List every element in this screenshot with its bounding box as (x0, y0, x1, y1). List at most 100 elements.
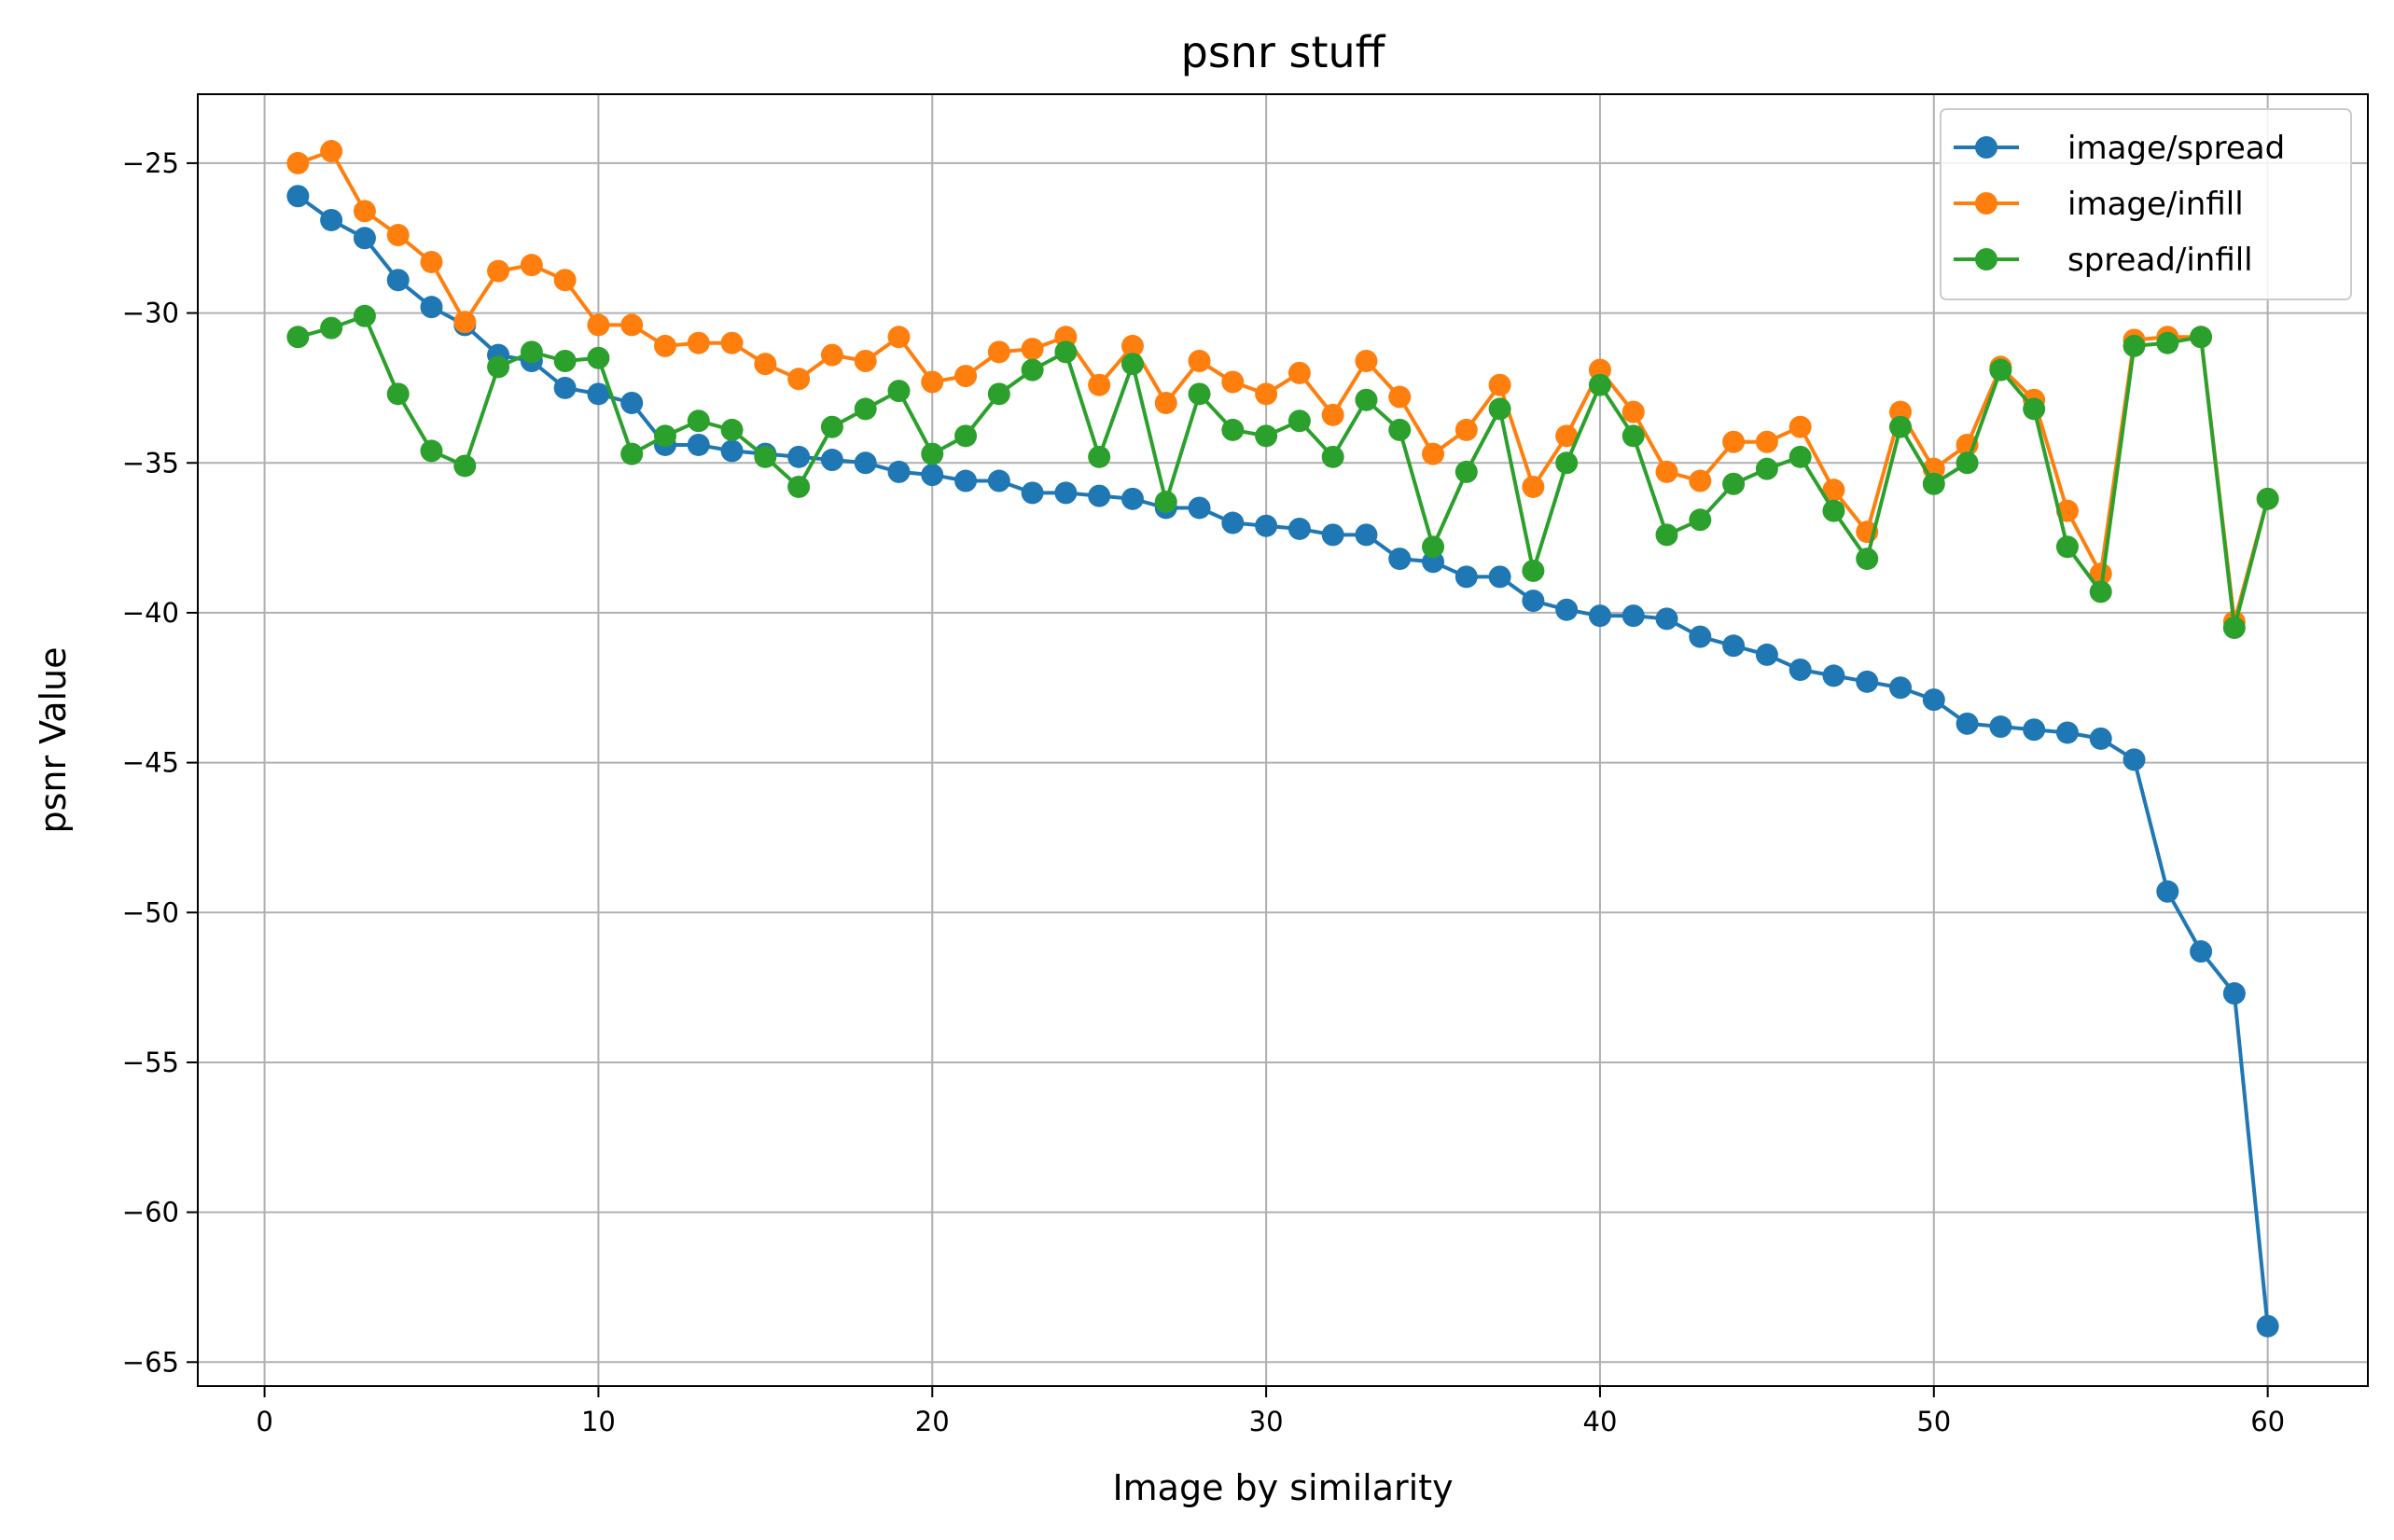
legend-item-spread-infill: spread/infill (1954, 242, 2253, 279)
data-point-image-spread (1822, 664, 1845, 687)
data-point-image-spread (887, 460, 911, 483)
data-point-image-infill (520, 254, 543, 277)
data-point-image-infill (587, 313, 610, 337)
data-point-spread-infill (587, 346, 610, 369)
data-point-image-spread (2222, 982, 2246, 1006)
y-tick-label: −45 (122, 747, 179, 779)
legend-item-image-spread: image/spread (1954, 130, 2285, 167)
data-point-image-spread (1722, 634, 1746, 658)
data-point-image-spread (787, 445, 811, 468)
data-point-spread-infill (787, 475, 811, 498)
data-point-spread-infill (1154, 491, 1177, 514)
data-point-spread-infill (1922, 472, 1945, 495)
data-point-image-spread (420, 296, 443, 319)
data-point-image-spread (1989, 715, 2012, 739)
data-point-image-infill (1622, 400, 1645, 423)
data-point-image-spread (286, 185, 310, 208)
data-point-image-spread (1454, 565, 1478, 589)
y-tick-label: −65 (122, 1346, 179, 1378)
data-point-spread-infill (1221, 418, 1245, 441)
data-point-image-infill (1388, 385, 1412, 409)
data-point-spread-infill (1522, 559, 1545, 582)
data-point-image-infill (353, 200, 376, 223)
data-point-image-spread (2123, 748, 2146, 771)
data-point-spread-infill (1255, 424, 1278, 448)
data-point-spread-infill (653, 424, 676, 448)
data-point-image-spread (1922, 688, 1945, 712)
data-point-spread-infill (1588, 373, 1611, 396)
data-point-image-infill (1021, 338, 1044, 361)
data-point-image-spread (1856, 670, 1879, 693)
data-point-spread-infill (553, 349, 577, 372)
data-point-image-spread (386, 269, 410, 292)
data-point-spread-infill (1321, 445, 1344, 468)
data-point-image-infill (954, 365, 978, 388)
data-point-spread-infill (2089, 580, 2112, 604)
data-point-image-spread (1522, 590, 1545, 613)
data-point-spread-infill (353, 304, 376, 327)
legend: image/spread image/infill spread/infill (1940, 108, 2352, 300)
data-point-image-spread (2089, 727, 2112, 750)
data-point-spread-infill (1120, 353, 1144, 376)
data-point-image-infill (420, 250, 443, 273)
data-point-image-spread (1622, 604, 1645, 628)
data-point-image-infill (1422, 442, 1445, 465)
data-point-image-infill (487, 259, 510, 283)
data-point-spread-infill (687, 409, 710, 433)
data-point-image-spread (1021, 481, 1044, 505)
data-point-spread-infill (820, 415, 843, 438)
data-point-image-infill (286, 151, 310, 174)
data-point-image-spread (353, 227, 376, 250)
data-point-image-infill (754, 353, 777, 376)
data-point-spread-infill (1622, 424, 1645, 448)
data-point-spread-infill (1488, 397, 1511, 421)
data-point-spread-infill (754, 445, 777, 468)
legend-box (1940, 108, 2352, 300)
data-point-image-spread (1188, 496, 1211, 520)
data-point-image-infill (386, 224, 410, 247)
data-point-image-infill (787, 368, 811, 391)
data-point-spread-infill (1856, 548, 1879, 571)
data-point-image-infill (1822, 479, 1845, 502)
y-tick-label: −25 (122, 147, 179, 179)
data-point-spread-infill (854, 397, 877, 421)
data-point-image-infill (687, 331, 710, 354)
data-point-image-spread (1388, 548, 1412, 571)
data-point-image-infill (453, 311, 477, 334)
data-point-image-spread (1088, 484, 1111, 507)
y-axis-label: psnr Value (33, 646, 74, 833)
data-point-spread-infill (1956, 451, 1979, 475)
x-tick-label: 10 (581, 1406, 616, 1437)
data-point-image-infill (1522, 475, 1545, 498)
data-point-spread-infill (1422, 535, 1445, 559)
legend-label: image/spread (2067, 130, 2285, 167)
data-point-spread-infill (1054, 340, 1078, 364)
data-point-spread-infill (1689, 508, 1712, 532)
data-point-spread-infill (720, 418, 744, 441)
data-point-image-infill (887, 326, 911, 349)
data-point-spread-infill (1755, 457, 1778, 480)
data-point-image-spread (1355, 523, 1378, 547)
y-tick-label: −55 (122, 1047, 179, 1078)
data-point-image-spread (587, 382, 610, 406)
y-tick-label: −30 (122, 298, 179, 329)
ticks: 0 10 20 30 40 50 60 −25 −30 −35 −40 −45 −50 −55 −60 −65 (122, 147, 2285, 1437)
legend-swatch-marker (1975, 136, 1997, 159)
data-point-spread-infill (1655, 523, 1678, 547)
x-axis-label: Image by similarity (1112, 1467, 1453, 1508)
data-point-image-infill (653, 334, 676, 357)
data-point-image-infill (2089, 562, 2112, 586)
data-point-image-spread (1889, 676, 1913, 700)
data-point-spread-infill (2123, 334, 2146, 357)
data-point-spread-infill (320, 316, 343, 340)
data-point-image-spread (921, 464, 944, 487)
data-point-image-spread (820, 449, 843, 472)
data-point-image-spread (2256, 1314, 2279, 1338)
data-point-spread-infill (2222, 616, 2246, 639)
data-point-image-infill (1488, 373, 1511, 396)
grid (198, 94, 2368, 1386)
data-point-spread-infill (1355, 388, 1378, 411)
data-point-image-infill (1088, 373, 1111, 396)
data-point-image-spread (1689, 625, 1712, 648)
data-point-image-spread (687, 433, 710, 456)
